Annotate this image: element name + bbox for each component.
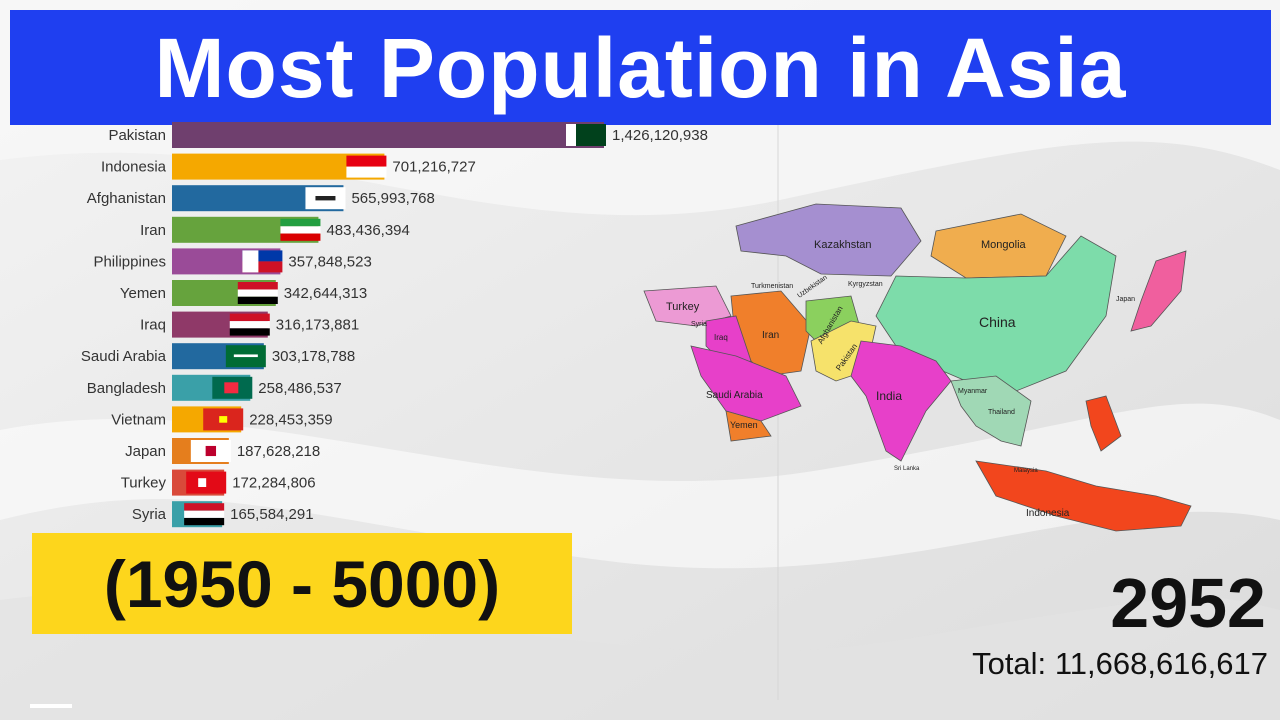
category-label: Afghanistan xyxy=(87,190,166,207)
value-label: 342,644,313 xyxy=(284,285,367,302)
map-region-japan xyxy=(1130,250,1187,332)
map-label-malaysia: Malaysia xyxy=(1014,468,1038,474)
category-label: Philippines xyxy=(93,253,166,270)
category-label: Japan xyxy=(125,443,166,460)
bar-row: Bangladesh 258,486,537 xyxy=(87,374,342,401)
value-label: 1,426,120,938 xyxy=(612,127,708,144)
map-region-india xyxy=(850,340,952,462)
map-label-iran: Iran xyxy=(762,330,779,341)
total-prefix: Total: xyxy=(972,646,1047,681)
flag-saudi-arabia-icon xyxy=(225,345,266,368)
map-label-thailand: Thailand xyxy=(988,409,1015,416)
bar-row: Iran 483,436,394 xyxy=(140,216,410,243)
chart-title: Most Population in Asia xyxy=(154,20,1127,115)
map-label-kazakhstan: Kazakhstan xyxy=(814,239,871,251)
category-label: Turkey xyxy=(121,475,167,492)
map-label-japan: Japan xyxy=(1116,296,1135,303)
bar-row: Afghanistan 565,993,768 xyxy=(87,185,435,212)
total-value: 11,668,616,617 xyxy=(1054,646,1268,681)
value-label: 483,436,394 xyxy=(326,222,409,239)
value-label: 316,173,881 xyxy=(276,317,359,334)
value-label: 303,178,788 xyxy=(272,348,355,365)
flag-afghanistan-icon xyxy=(305,187,346,210)
flag-iran-icon xyxy=(280,218,321,241)
asia-map: Kazakhstan Mongolia Turkey China Iran Af… xyxy=(636,196,1206,546)
flag-japan-icon xyxy=(190,440,231,462)
flag-turkey-icon xyxy=(186,471,227,494)
map-region-yemen xyxy=(725,410,772,442)
map-label-sri-lanka: Sri Lanka xyxy=(894,466,920,472)
map-region-saudi xyxy=(690,345,802,422)
category-label: Iran xyxy=(140,222,166,239)
category-label: Vietnam xyxy=(111,411,166,428)
map-region-kazakhstan xyxy=(735,203,922,277)
value-label: 228,453,359 xyxy=(249,411,332,428)
total-population: Total: 11,668,616,617 xyxy=(972,648,1268,679)
value-label: 701,216,727 xyxy=(392,159,475,176)
flag-syria-icon xyxy=(184,503,225,526)
map-region-indonesia xyxy=(975,460,1192,532)
flag-bangladesh-icon xyxy=(212,376,253,399)
flag-indonesia-icon xyxy=(346,155,387,178)
map-label-mongolia: Mongolia xyxy=(981,239,1027,251)
map-label-china: China xyxy=(979,314,1016,330)
bar-row: Yemen 342,644,313 xyxy=(120,280,367,306)
bar-row: Philippines 357,848,523 xyxy=(93,248,372,275)
category-label: Pakistan xyxy=(108,127,166,144)
map-label-iraq: Iraq xyxy=(714,333,728,342)
bar-row: Indonesia 701,216,727 xyxy=(101,153,476,180)
value-label: 357,848,523 xyxy=(288,253,371,270)
value-label: 187,628,218 xyxy=(237,443,320,460)
category-label: Yemen xyxy=(120,285,166,302)
map-label-turkey: Turkey xyxy=(666,301,700,313)
map-label-india: India xyxy=(876,389,902,403)
category-label: Syria xyxy=(132,506,167,523)
flag-vietnam-icon xyxy=(203,408,244,431)
flag-pakistan-icon xyxy=(566,124,606,146)
bar-row: Japan 187,628,218 xyxy=(125,438,320,464)
title-banner: Most Population in Asia xyxy=(10,10,1271,125)
map-label-yemen: Yemen xyxy=(730,420,758,430)
bar xyxy=(172,122,604,148)
map-label-saudi-arabia: Saudi Arabia xyxy=(706,390,763,401)
bar-row: Vietnam 228,453,359 xyxy=(111,406,333,433)
value-label: 565,993,768 xyxy=(351,190,434,207)
map-region-philippines xyxy=(1085,395,1122,452)
category-label: Bangladesh xyxy=(87,380,166,397)
current-year: 2952 xyxy=(1110,564,1266,642)
flag-philippines-icon xyxy=(242,250,283,273)
bar-row: Iraq 316,173,881 xyxy=(140,311,359,338)
flag-yemen-icon xyxy=(237,282,278,304)
value-label: 258,486,537 xyxy=(258,380,341,397)
bar-row: Pakistan 1,426,120,938 xyxy=(108,122,708,148)
bar-row: Turkey 172,284,806 xyxy=(121,469,316,496)
map-label-turkmenistan: Turkmenistan xyxy=(751,283,793,290)
map-region-sea xyxy=(950,375,1032,447)
category-label: Saudi Arabia xyxy=(81,348,167,365)
map-label-uzbekistan: Uzbekistan xyxy=(796,274,828,300)
value-label: 165,584,291 xyxy=(230,506,313,523)
map-label-syria: Syria xyxy=(691,321,707,328)
progress-indicator xyxy=(30,704,72,708)
bar-row: Saudi Arabia 303,178,788 xyxy=(81,343,355,370)
year-range-label: (1950 - 5000) xyxy=(103,546,501,621)
flag-iraq-icon xyxy=(229,313,270,336)
map-label-kyrgyzstan: Kyrgyzstan xyxy=(848,281,883,288)
value-label: 172,284,806 xyxy=(232,475,315,492)
map-label-myanmar: Myanmar xyxy=(958,388,988,395)
category-label: Indonesia xyxy=(101,159,167,176)
year-range-box: (1950 - 5000) xyxy=(32,533,572,634)
category-label: Iraq xyxy=(140,317,166,334)
bar-row: Syria 165,584,291 xyxy=(132,501,314,528)
map-label-indonesia: Indonesia xyxy=(1026,508,1070,519)
